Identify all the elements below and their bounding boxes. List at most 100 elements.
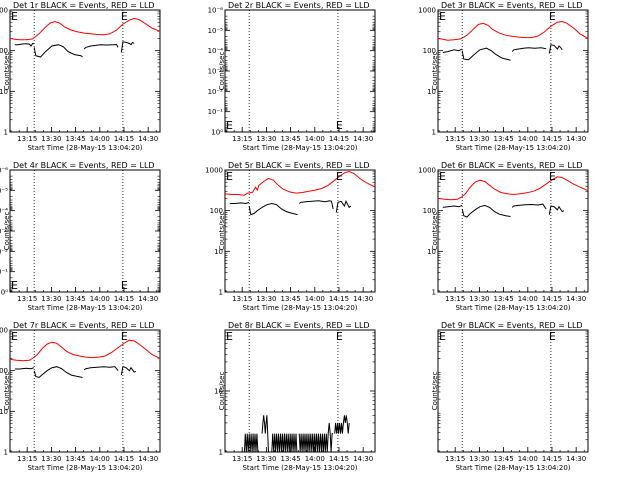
y-tick-label: 1	[432, 289, 436, 297]
events-series-line	[83, 43, 119, 50]
events-series-line	[271, 433, 298, 453]
x-axis-label: Start Time (28-May-15 13:04:20)	[455, 144, 570, 152]
event-marker-label: E	[549, 330, 556, 343]
x-tick-label: 13:45	[281, 455, 301, 463]
y-tick-label: 10⁻⁵	[0, 187, 8, 195]
panel-title: Det 4r BLACK = Events, RED = LLD	[13, 161, 155, 170]
y-tick-label: 100	[0, 47, 8, 55]
y-tick-label: 10⁻⁵	[208, 27, 224, 35]
y-tick-label: 10⁻³	[0, 228, 8, 236]
event-marker-label: E	[439, 170, 446, 183]
events-series-line	[298, 200, 334, 210]
y-tick-label: 10⁻³	[208, 68, 224, 76]
panel-title: Det 1r BLACK = Events, RED = LLD	[13, 1, 155, 10]
y-tick-label: 1000	[0, 7, 8, 15]
lld-series-line	[224, 170, 376, 196]
detector-panel-7: Det 7r BLACK = Events, RED = LLD 13:15 13:…	[0, 321, 161, 472]
x-tick-label: 13:45	[66, 295, 86, 303]
events-series-line	[229, 201, 250, 205]
y-axis-label: Counts/sec	[431, 372, 439, 411]
y-axis-label: Counts/sec	[431, 212, 439, 251]
y-tick-label: 1000	[205, 167, 223, 175]
plot-frame	[9, 169, 161, 293]
lld-series-line	[437, 20, 589, 41]
x-tick-label: 13:15	[17, 295, 37, 303]
event-marker-label: E	[336, 170, 343, 183]
x-tick-label: 13:15	[232, 135, 252, 143]
x-tick-label: 14:15	[329, 295, 349, 303]
events-series-line	[120, 41, 135, 53]
y-tick-label: 10⁰	[0, 289, 8, 297]
x-tick-label: 13:15	[17, 135, 37, 143]
y-tick-label: 1000	[418, 7, 436, 15]
event-marker-label: E	[11, 330, 18, 343]
x-tick-label: 14:30	[566, 135, 586, 143]
event-marker-label: E	[121, 330, 128, 343]
x-tick-label: 14:15	[329, 455, 349, 463]
x-tick-label: 13:45	[494, 455, 514, 463]
x-tick-label: 13:30	[256, 295, 276, 303]
y-tick-label: 100	[0, 367, 8, 375]
panel-title: Det 5r BLACK = Events, RED = LLD	[228, 161, 370, 170]
plot-frame	[9, 9, 161, 133]
x-tick-label: 13:45	[66, 455, 86, 463]
y-tick-label: 10⁻¹	[208, 108, 224, 116]
y-tick-label: 10⁻¹	[0, 268, 8, 276]
x-tick-label: 14:00	[518, 295, 538, 303]
detector-panel-3: Det 3r BLACK = Events, RED = LLD 13:15 13:…	[418, 1, 589, 152]
x-tick-label: 13:45	[494, 135, 514, 143]
x-tick-label: 14:00	[518, 455, 538, 463]
y-tick-label: 1	[4, 129, 8, 137]
events-series-line	[33, 44, 83, 58]
event-marker-label: E	[549, 10, 556, 23]
x-tick-label: 13:30	[469, 295, 489, 303]
events-series-line	[261, 415, 269, 453]
events-series-line	[335, 200, 352, 213]
events-series-line	[298, 422, 334, 453]
events-series-line	[461, 204, 511, 218]
y-tick-label: 1	[4, 449, 8, 457]
x-tick-label: 14:00	[90, 135, 110, 143]
x-tick-label: 13:15	[445, 295, 465, 303]
x-tick-label: 14:15	[329, 135, 349, 143]
y-tick-label: 10⁻²	[0, 248, 8, 256]
event-marker-label: E	[439, 10, 446, 23]
events-series-line	[511, 203, 547, 210]
y-tick-label: 10⁻⁴	[208, 47, 224, 55]
y-tick-label: 10	[427, 248, 436, 256]
events-series-line	[83, 366, 119, 372]
y-tick-label: 10⁻⁶	[0, 167, 8, 175]
y-tick-label: 1000	[0, 327, 8, 335]
x-tick-label: 14:00	[518, 135, 538, 143]
event-marker-label: E	[11, 10, 18, 23]
y-tick-label: 10	[0, 408, 8, 416]
x-tick-label: 13:45	[494, 295, 514, 303]
x-axis-label: Start Time (28-May-15 13:04:20)	[27, 144, 142, 152]
x-tick-label: 13:30	[256, 135, 276, 143]
y-axis-label: Counts/sec	[218, 52, 226, 91]
event-marker-label: E	[549, 170, 556, 183]
x-tick-label: 13:45	[281, 295, 301, 303]
x-tick-label: 13:30	[41, 135, 61, 143]
event-marker-label: E	[121, 279, 128, 292]
x-tick-label: 13:15	[232, 455, 252, 463]
y-tick-label: 1	[432, 129, 436, 137]
detector-panel-8: Det 8r BLACK = Events, RED = LLD 13:15 13:…	[214, 321, 376, 472]
y-axis-label: Counts/sec	[3, 212, 11, 251]
y-tick-label: 100	[423, 207, 436, 215]
event-marker-label: E	[121, 10, 128, 23]
y-tick-label: 10	[0, 88, 8, 96]
events-series-line	[120, 366, 137, 376]
x-tick-label: 13:15	[445, 135, 465, 143]
x-tick-label: 14:30	[566, 455, 586, 463]
events-series-line	[548, 44, 563, 54]
y-axis-label: Counts/sec	[218, 212, 226, 251]
x-tick-label: 14:15	[114, 455, 134, 463]
y-tick-label: 100	[210, 207, 223, 215]
panel-title: Det 3r BLACK = Events, RED = LLD	[441, 1, 583, 10]
x-tick-label: 13:30	[41, 455, 61, 463]
x-tick-label: 14:30	[138, 455, 158, 463]
events-series-line	[14, 42, 34, 47]
x-tick-label: 14:15	[114, 295, 134, 303]
y-tick-label: 10⁰	[211, 129, 223, 137]
